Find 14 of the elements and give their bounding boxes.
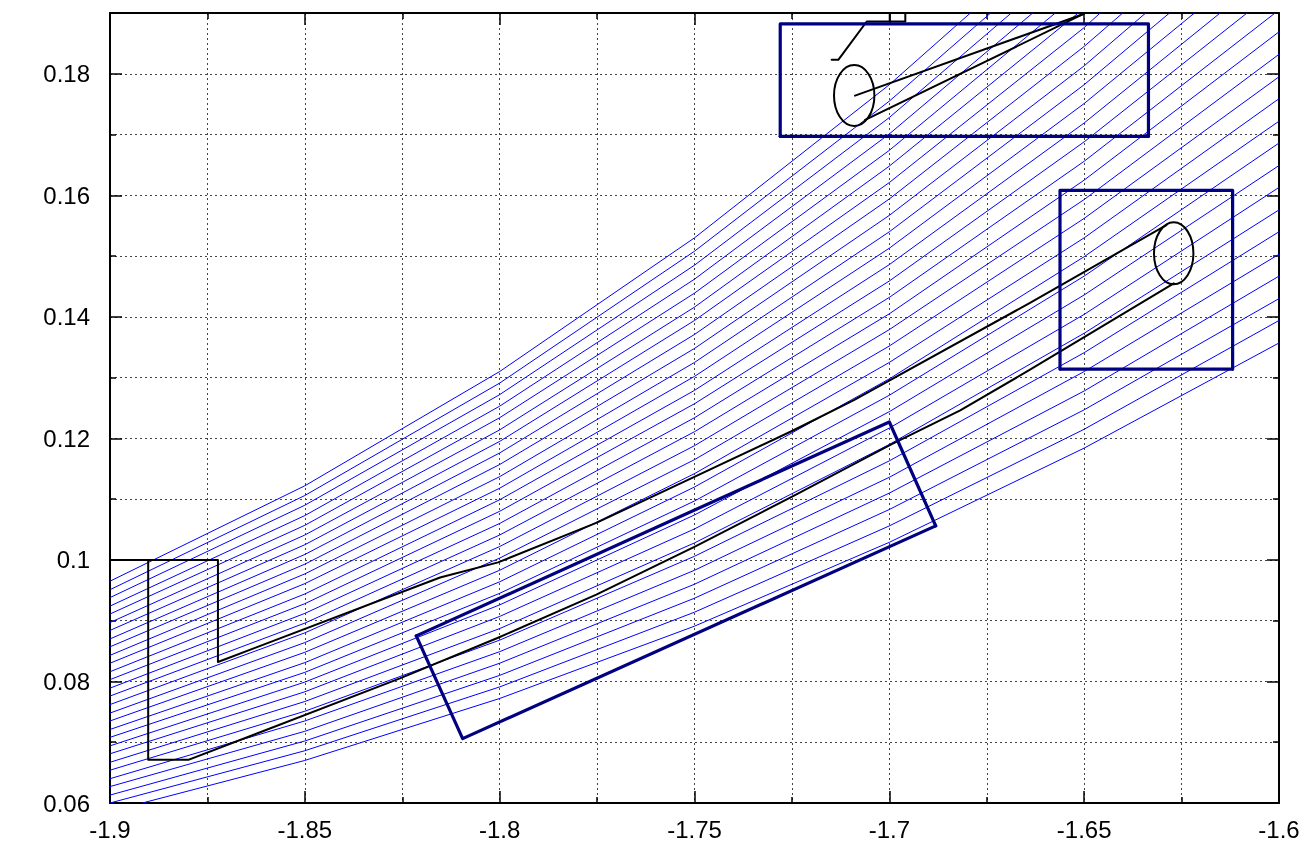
x-tick-label: -1.75 <box>667 815 722 843</box>
x-tick-label: -1.85 <box>277 815 333 843</box>
x-tick-label: -1.6 <box>1258 815 1300 843</box>
x-tick-label: -1.8 <box>478 815 521 843</box>
x-tick-label: -1.9 <box>89 815 131 843</box>
x-tick-label: -1.65 <box>1056 815 1112 843</box>
y-tick-label: 0.16 <box>43 181 90 209</box>
y-tick-label: 0.06 <box>43 789 90 817</box>
y-tick-label: 0.18 <box>43 60 90 88</box>
y-tick-label: 0.14 <box>43 303 90 331</box>
y-tick-label: 0.12 <box>43 424 90 452</box>
y-tick-label: 0.1 <box>56 546 90 574</box>
y-tick-label: 0.08 <box>43 667 90 695</box>
x-tick-label: -1.7 <box>868 815 911 843</box>
